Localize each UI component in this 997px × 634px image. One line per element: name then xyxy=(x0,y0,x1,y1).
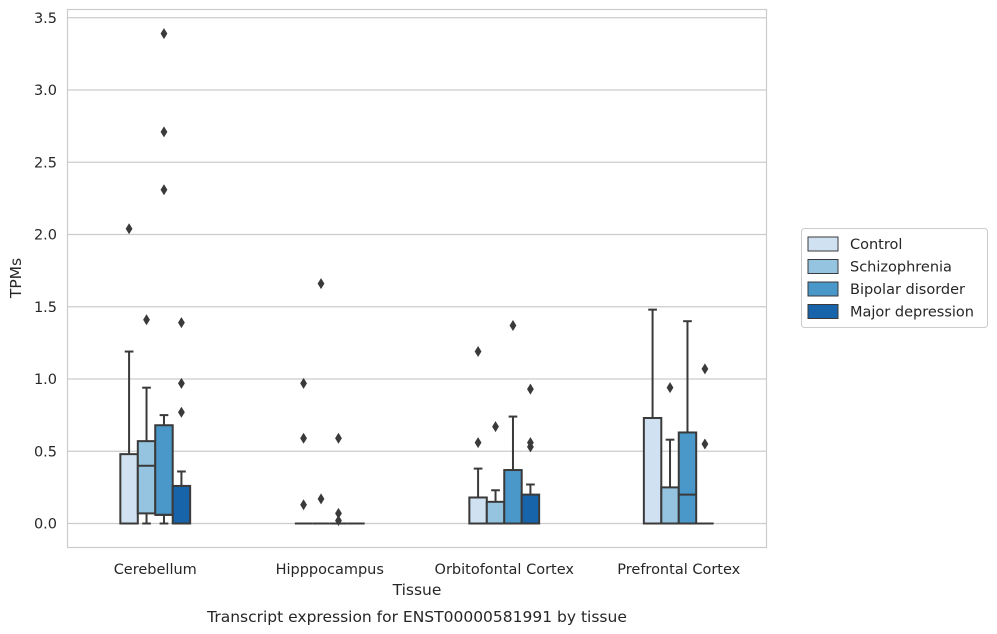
x-tick-label: Hipppocampus xyxy=(276,562,384,578)
plot-frame xyxy=(66,8,768,549)
legend-swatch xyxy=(807,259,839,274)
box-body xyxy=(154,424,174,516)
y-tick-label: 3.5 xyxy=(34,11,57,27)
outlier-point xyxy=(335,515,342,527)
box-control xyxy=(468,346,488,525)
legend-swatch xyxy=(807,304,839,319)
box-schizophrenia xyxy=(312,278,330,525)
y-tick-label: 1.5 xyxy=(34,300,57,316)
box-body xyxy=(119,453,139,525)
box-schizophrenia xyxy=(485,421,506,525)
box-control xyxy=(642,308,663,525)
outlier-point xyxy=(300,377,307,389)
outlier-point xyxy=(125,223,133,235)
box-schizophrenia xyxy=(660,382,680,525)
outlier-point xyxy=(701,363,709,375)
box-body xyxy=(136,440,157,515)
outlier-point xyxy=(492,421,499,433)
box-body xyxy=(520,493,541,525)
outlier-point xyxy=(160,28,168,40)
y-tick-label: 0.5 xyxy=(34,444,57,460)
y-tick-label: 1.0 xyxy=(34,372,57,388)
outlier-point xyxy=(335,432,342,444)
chart-caption: Transcript expression for ENST0000058199… xyxy=(206,608,627,626)
y-tick-label: 2.5 xyxy=(34,155,57,171)
box-major-depression xyxy=(520,383,541,525)
box-bipolar-disorder xyxy=(503,320,523,525)
box-bipolar-disorder xyxy=(329,432,348,527)
outlier-point xyxy=(666,382,674,394)
box-series xyxy=(119,28,714,527)
outlier-point xyxy=(160,184,168,196)
outlier-point xyxy=(509,320,517,332)
outlier-point xyxy=(178,317,185,329)
box-major-depression xyxy=(171,317,192,525)
outlier-point xyxy=(178,377,185,389)
y-tick-label: 0.0 xyxy=(34,517,57,533)
box-body xyxy=(503,469,523,525)
x-tick-label: Orbitofontal Cortex xyxy=(435,562,575,578)
x-tick-labels: Cerebellum Hipppocampus Orbitofontal Corte… xyxy=(114,562,741,578)
x-tick-label: Prefrontal Cortex xyxy=(617,562,740,578)
outlier-point xyxy=(317,278,325,290)
legend-swatch xyxy=(807,236,839,252)
box-body xyxy=(171,484,192,525)
legend-label: Schizophrenia xyxy=(850,260,952,276)
box-schizophrenia xyxy=(136,314,157,525)
outlier-point xyxy=(300,499,307,511)
legend-swatch xyxy=(807,281,839,297)
outlier-point xyxy=(527,437,534,449)
legend-frame xyxy=(801,228,988,328)
outlier-point xyxy=(300,432,307,444)
legend: Control Schizophrenia Bipolar disorder Majo… xyxy=(801,228,988,328)
x-axis-title: Tissue xyxy=(392,581,442,599)
legend-label: Bipolar disorder xyxy=(850,282,965,298)
outlier-point xyxy=(143,314,150,326)
box-body xyxy=(660,486,680,525)
outlier-point xyxy=(160,126,168,138)
outlier-point xyxy=(317,493,325,505)
legend-label: Control xyxy=(850,237,902,253)
box-bipolar-disorder xyxy=(677,320,698,525)
gridlines xyxy=(68,17,766,525)
y-tick-label: 3.0 xyxy=(34,83,57,99)
y-tick-label: 2.0 xyxy=(34,228,57,244)
outlier-point xyxy=(474,346,482,358)
box-body xyxy=(642,417,663,525)
y-axis-title: TPMs xyxy=(7,258,25,299)
box-control xyxy=(119,223,139,525)
box-body xyxy=(468,496,488,525)
outlier-point xyxy=(527,383,534,395)
x-tick-label: Cerebellum xyxy=(114,562,197,578)
y-tick-labels: 0.0 0.5 1.0 1.5 2.0 2.5 3.0 3.5 xyxy=(34,11,57,533)
box-body xyxy=(677,431,698,525)
box-body xyxy=(485,500,506,525)
box-control xyxy=(294,377,313,525)
outlier-point xyxy=(474,437,482,449)
legend-label: Major depression xyxy=(850,305,974,321)
box-major-depression xyxy=(696,363,714,525)
outlier-point xyxy=(701,438,709,450)
box-bipolar-disorder xyxy=(154,28,174,525)
outlier-point xyxy=(178,406,185,418)
outlier-point xyxy=(335,507,342,519)
